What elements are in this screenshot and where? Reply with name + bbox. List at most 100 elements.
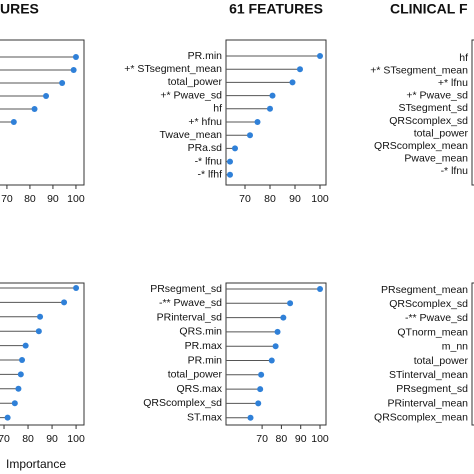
x-tick-label: 80 [22, 433, 34, 445]
row-label: PRsegment_sd [396, 383, 468, 395]
dot [11, 400, 18, 407]
dot [35, 328, 42, 335]
x-tick-label: 70 [239, 193, 251, 205]
row-label: -* lfhf [197, 169, 222, 181]
x-tick-label: 90 [295, 433, 307, 445]
x-tick-label: 70 [0, 433, 10, 445]
row-label: QRScomplex_sd [389, 298, 468, 310]
x-tick-label: 80 [24, 193, 36, 205]
dot [19, 357, 26, 363]
row-label: PR.min [188, 50, 223, 62]
row-label: PRinterval_sd [157, 311, 223, 323]
x-tick-label: 100 [311, 433, 329, 445]
dot [227, 171, 233, 178]
row-label: STinterval_mean [389, 369, 468, 381]
row-label: PRsegment_sd [150, 283, 222, 295]
dot [247, 414, 254, 421]
row-label: STsegment_sd [399, 102, 469, 114]
row-label: total_power [414, 355, 469, 367]
x-tick-label: 90 [46, 433, 58, 445]
row-label: QRS.min [179, 326, 222, 338]
dot [247, 132, 253, 139]
panel-box [225, 282, 327, 426]
row-label: QRScomplex_sd [143, 397, 222, 409]
x-tick-label: 90 [47, 193, 59, 205]
x-tick-label: 100 [67, 433, 85, 445]
dot [15, 385, 22, 392]
dot [4, 414, 11, 421]
row-label: hf [213, 103, 222, 115]
dot [280, 314, 287, 321]
dot [269, 92, 276, 99]
dot [72, 54, 79, 60]
row-label: -* lfnu [441, 165, 469, 177]
row-label: +* lfnu [438, 77, 468, 89]
row-label: PRinterval_mean [387, 397, 468, 409]
dot [10, 119, 17, 125]
x-tick-label: 100 [311, 193, 329, 205]
panel-box [471, 282, 474, 426]
x-tick-label: 70 [1, 193, 13, 205]
row-label: +* Pwave_sd [406, 90, 468, 102]
dot [297, 66, 303, 73]
dot [73, 285, 80, 291]
row-label: PRa.sd [188, 142, 223, 154]
dot [61, 299, 68, 306]
row-label: -** Pwave_sd [405, 312, 468, 324]
row-label: +* STsegment_mean [124, 63, 222, 75]
row-label: QRS.max [176, 383, 222, 395]
panel-box [0, 39, 85, 186]
panel-box [471, 39, 474, 186]
row-label: -** Pwave_sd [159, 297, 222, 309]
row-label: total_power [168, 76, 223, 88]
row-label: QRScomplex_mean [374, 140, 468, 152]
panel-title: URES [0, 1, 39, 17]
dot [59, 80, 66, 86]
row-label: m_nn [442, 341, 468, 353]
dot [268, 357, 275, 364]
dot [232, 145, 238, 152]
dot [317, 53, 323, 59]
row-label: total_power [168, 369, 223, 381]
dot [22, 342, 29, 349]
row-label: Pwave_mean [404, 153, 468, 165]
x-tick-label: 70 [256, 433, 268, 445]
panel-title: 61 FEATURES [229, 1, 323, 17]
dot [257, 386, 264, 393]
row-label: hf [459, 52, 468, 64]
dot [274, 328, 281, 335]
dot [317, 286, 324, 292]
row-label: Twave_mean [160, 129, 223, 141]
panel-title: CLINICAL F [390, 1, 468, 17]
panel-box [0, 282, 85, 426]
dot [254, 119, 261, 125]
dot [227, 158, 233, 165]
row-label: PR.min [188, 354, 223, 366]
dot [272, 343, 279, 350]
dot [289, 79, 296, 86]
row-label: -* lfnu [195, 155, 223, 167]
panel-box [225, 39, 327, 186]
dot [31, 106, 38, 112]
x-tick-label: 80 [276, 433, 288, 445]
dot [287, 300, 294, 307]
dot [37, 313, 44, 320]
row-label: +* STsegment_mean [370, 64, 468, 76]
row-label: total_power [414, 127, 469, 139]
row-label: QTnorm_mean [397, 326, 468, 338]
dot [70, 67, 77, 73]
row-label: +* hfnu [188, 116, 222, 128]
x-axis-label: Importance [6, 457, 66, 471]
dot [255, 400, 262, 407]
row-label: PR.max [185, 340, 223, 352]
x-tick-label: 80 [264, 193, 276, 205]
x-tick-label: 90 [289, 193, 301, 205]
row-label: QRScomplex_mean [374, 412, 468, 424]
dot [43, 93, 50, 99]
dot [258, 371, 265, 378]
row-label: QRScomplex_sd [389, 115, 468, 127]
dot [17, 371, 24, 378]
dot [267, 105, 273, 112]
row-label: ST.max [187, 411, 223, 423]
